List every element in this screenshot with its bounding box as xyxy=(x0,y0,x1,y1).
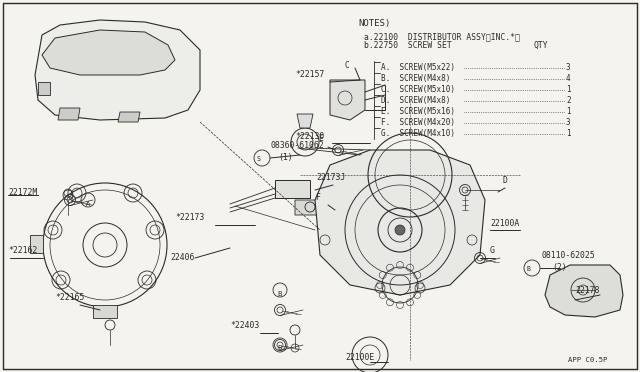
Text: 22172M: 22172M xyxy=(8,188,37,197)
Text: *22162: *22162 xyxy=(8,246,37,255)
Text: 3: 3 xyxy=(566,63,571,72)
Polygon shape xyxy=(35,20,200,120)
Text: E.  SCREW(M5x16): E. SCREW(M5x16) xyxy=(381,107,455,116)
Polygon shape xyxy=(30,235,43,253)
Text: S: S xyxy=(256,156,260,162)
Text: B: B xyxy=(278,291,282,296)
Text: 08110-62025: 08110-62025 xyxy=(542,251,596,260)
Text: 22100A: 22100A xyxy=(490,219,519,228)
Text: 1: 1 xyxy=(566,107,571,116)
Text: *22157: *22157 xyxy=(295,70,324,79)
Text: *22130: *22130 xyxy=(295,132,324,141)
Text: A.  SCREW(M5x22): A. SCREW(M5x22) xyxy=(381,63,455,72)
Polygon shape xyxy=(295,200,325,215)
Text: 1: 1 xyxy=(566,129,571,138)
Text: *22403: *22403 xyxy=(230,321,259,330)
Text: 08360-61062: 08360-61062 xyxy=(271,141,324,150)
Text: D.  SCREW(M4x8): D. SCREW(M4x8) xyxy=(381,96,455,105)
Text: F: F xyxy=(315,193,320,202)
Text: D: D xyxy=(503,176,508,185)
Text: B: B xyxy=(278,346,282,352)
Text: (1): (1) xyxy=(278,153,292,162)
Polygon shape xyxy=(93,305,117,318)
Text: G.  SCREW(M4x10): G. SCREW(M4x10) xyxy=(381,129,455,138)
Text: B: B xyxy=(526,266,530,272)
Polygon shape xyxy=(38,82,50,95)
Circle shape xyxy=(395,225,405,235)
Text: 1: 1 xyxy=(566,85,571,94)
Polygon shape xyxy=(58,108,80,120)
Polygon shape xyxy=(42,30,175,75)
Text: APP C0.5P: APP C0.5P xyxy=(568,357,607,363)
Text: 4: 4 xyxy=(566,74,571,83)
Text: 22100E: 22100E xyxy=(345,353,374,362)
Text: F.  SCREW(M4x20): F. SCREW(M4x20) xyxy=(381,118,455,127)
Text: 2: 2 xyxy=(566,96,571,105)
Text: b.22750  SCREW SET: b.22750 SCREW SET xyxy=(364,41,452,50)
Text: *22165: *22165 xyxy=(55,293,84,302)
Text: 22173J: 22173J xyxy=(316,173,345,182)
Polygon shape xyxy=(118,112,140,122)
Polygon shape xyxy=(315,150,485,295)
Text: QTY: QTY xyxy=(534,41,548,50)
Text: *22173: *22173 xyxy=(175,213,204,222)
Text: 22178: 22178 xyxy=(575,286,600,295)
Text: G: G xyxy=(490,246,495,255)
Text: 3: 3 xyxy=(566,118,571,127)
Text: 22406: 22406 xyxy=(170,253,195,262)
Polygon shape xyxy=(275,180,310,198)
Text: E: E xyxy=(318,134,323,143)
Polygon shape xyxy=(545,265,623,317)
Text: NOTES): NOTES) xyxy=(358,19,390,28)
Text: B.  SCREW(M4x8): B. SCREW(M4x8) xyxy=(381,74,455,83)
Text: C: C xyxy=(345,61,349,70)
Text: C.  SCREW(M5x10): C. SCREW(M5x10) xyxy=(381,85,455,94)
Polygon shape xyxy=(297,114,313,128)
Polygon shape xyxy=(330,80,365,120)
Text: A: A xyxy=(86,201,90,206)
Text: (2): (2) xyxy=(552,263,566,272)
Text: a.22100  DISTRIBUTOR ASSY〈INC.*〉: a.22100 DISTRIBUTOR ASSY〈INC.*〉 xyxy=(364,32,520,41)
